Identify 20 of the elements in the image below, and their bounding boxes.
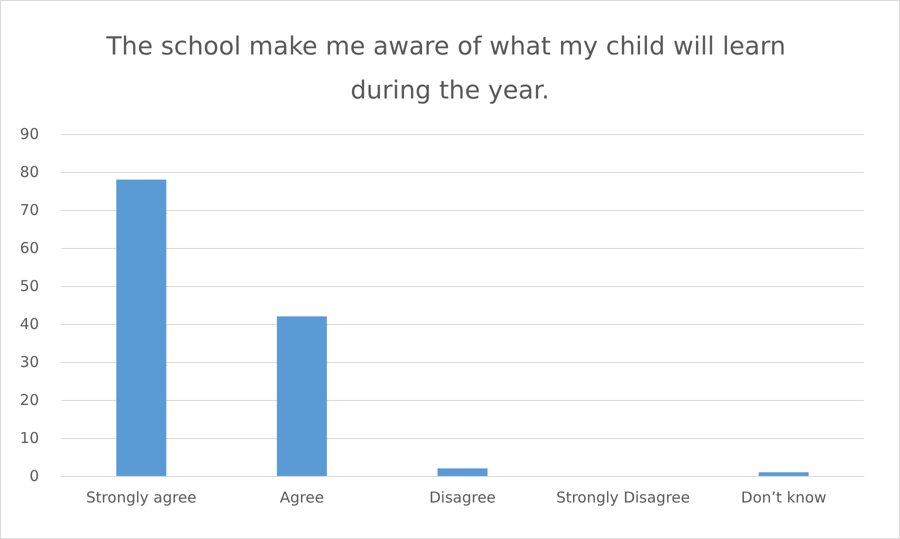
y-tick-label: 0 [29,467,39,485]
y-tick-label: 30 [20,353,39,371]
y-tick-label: 90 [20,125,39,143]
x-tick-label: Agree [280,488,324,506]
y-tick-label: 10 [20,429,39,447]
bar [276,316,327,476]
bar [438,468,488,476]
y-tick-label: 70 [20,201,39,219]
x-tick-label: Strongly Disagree [556,488,690,506]
y-tick-label: 20 [20,391,39,409]
y-tick-label: 60 [20,239,39,257]
y-tick-label: 80 [20,163,39,181]
y-tick-label: 50 [20,277,39,295]
x-tick-label: Don’t know [741,488,826,506]
x-tick-label: Strongly agree [86,488,196,506]
bar [116,180,166,476]
bar [758,472,809,476]
y-tick-label: 40 [20,315,39,333]
chart-title: The school make me aware of what my child will learn during the year. [105,32,794,104]
x-tick-label: Disagree [429,488,496,506]
